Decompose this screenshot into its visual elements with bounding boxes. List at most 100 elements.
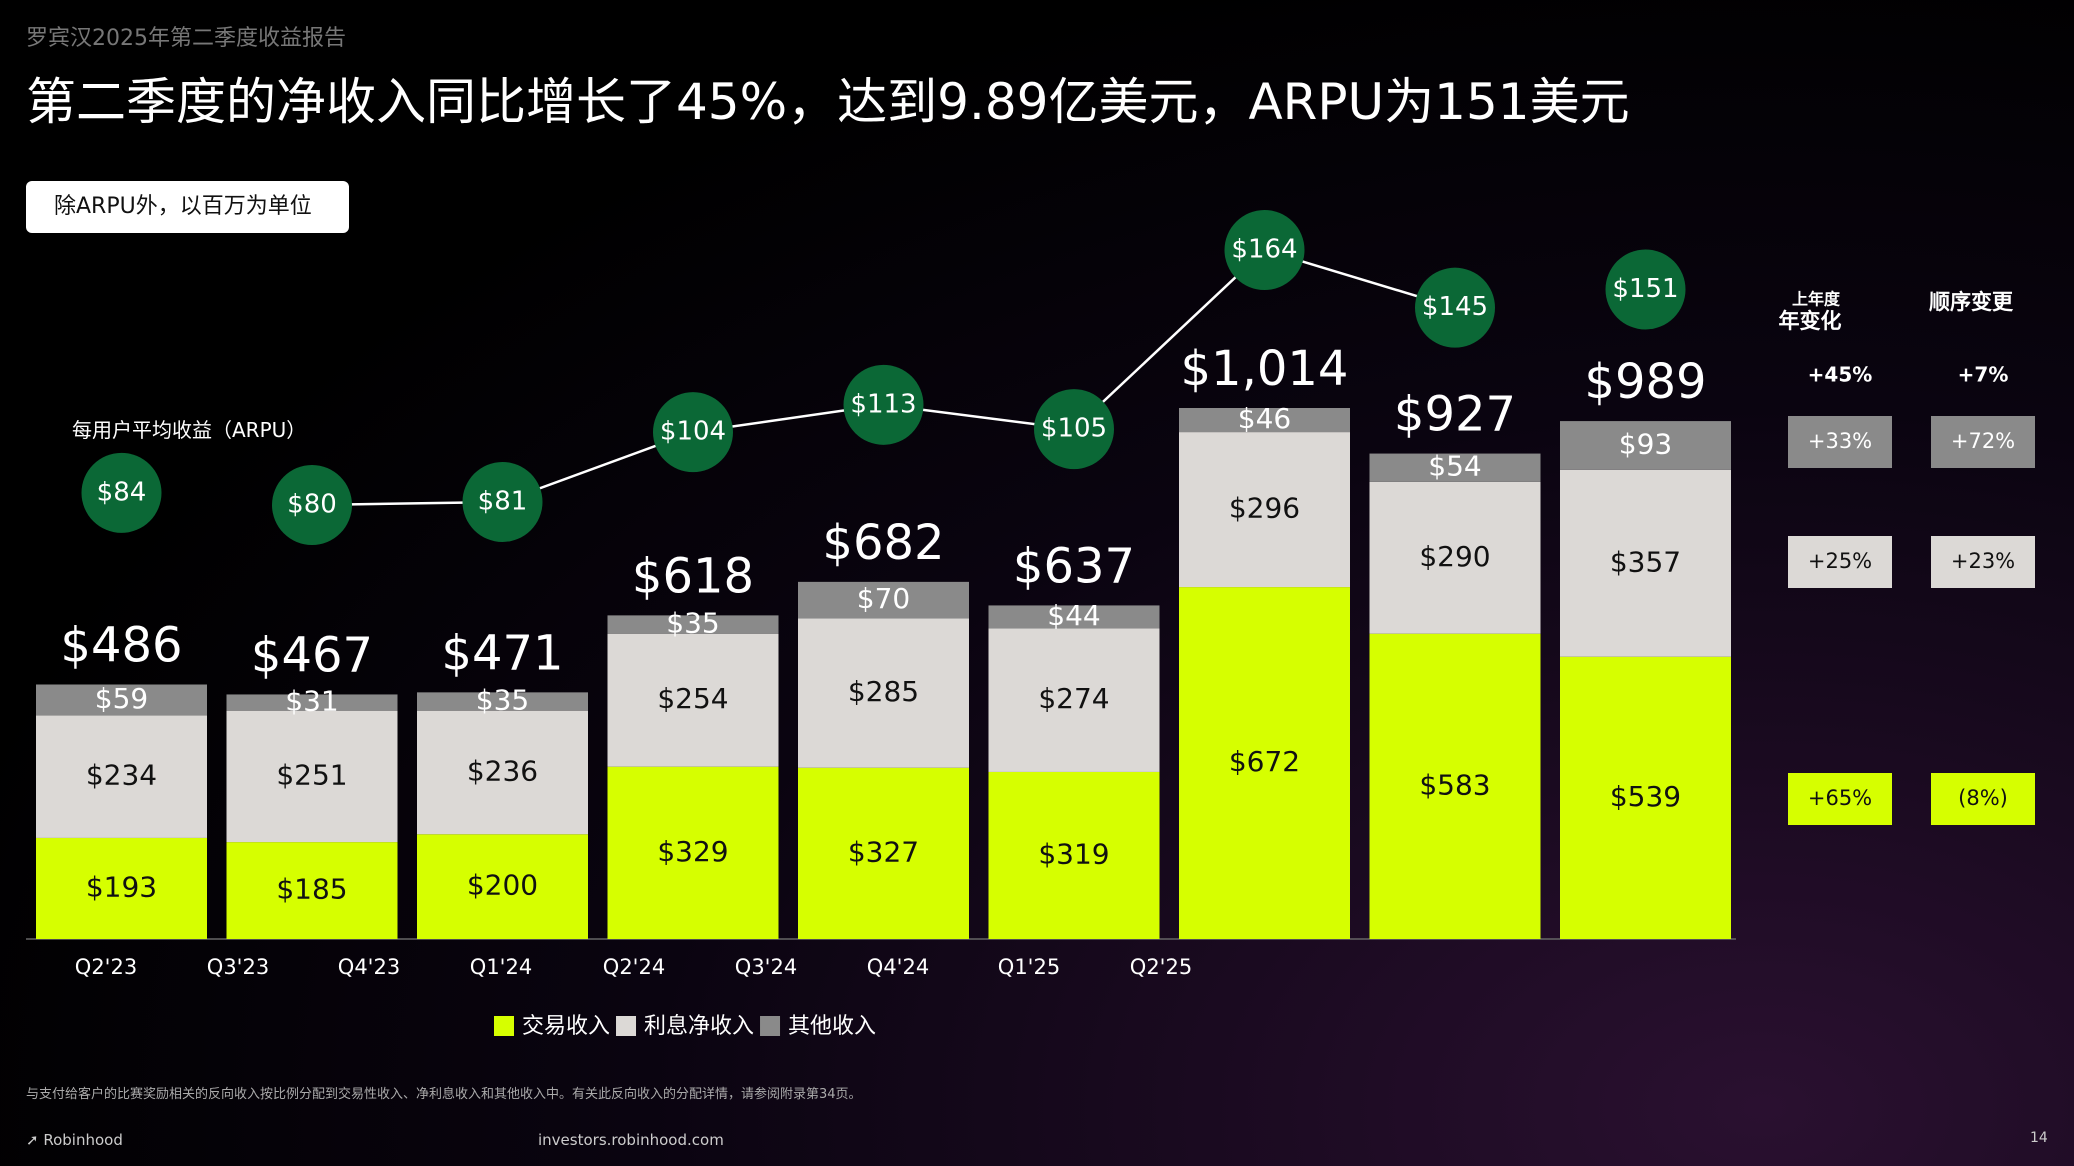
bar-segment xyxy=(417,710,588,835)
segment-label: $70 xyxy=(857,582,910,615)
segment-label: $357 xyxy=(1610,545,1681,578)
total-label: $927 xyxy=(1394,387,1516,443)
bar-segment xyxy=(988,628,1160,772)
arpu-bubble xyxy=(653,392,733,473)
arpu-bubble xyxy=(1415,267,1495,348)
arpu-label: $145 xyxy=(1422,292,1488,322)
total-label: $989 xyxy=(1584,354,1706,410)
bar-segment xyxy=(607,615,779,634)
segment-label: $583 xyxy=(1419,768,1490,801)
bar-segment xyxy=(226,694,398,711)
comparison-value: +25% xyxy=(1808,549,1872,573)
bar-segment xyxy=(1179,432,1350,588)
arpu-bubble xyxy=(462,461,543,542)
segment-label: $35 xyxy=(666,607,719,640)
bar-segment xyxy=(36,715,207,838)
x-tick-label: Q4'24 xyxy=(867,955,929,979)
segment-label: $54 xyxy=(1428,450,1481,483)
total-label: $1,014 xyxy=(1181,341,1349,397)
comparison-header: 上年度 xyxy=(1792,290,1841,309)
bar-segment xyxy=(1179,408,1350,433)
comparison-box xyxy=(1931,773,2035,825)
segment-label: $290 xyxy=(1419,540,1490,573)
x-tick-label: Q1'24 xyxy=(470,955,532,979)
arpu-bubble xyxy=(272,465,352,545)
segment-label: $285 xyxy=(848,675,919,708)
comparison-box xyxy=(1931,416,2035,468)
arpu-bubble xyxy=(1224,210,1305,290)
segment-label: $35 xyxy=(476,684,529,717)
bar-segment xyxy=(1369,633,1541,939)
comparison-value: +23% xyxy=(1951,549,2015,573)
legend-label: 交易收入 xyxy=(522,1014,610,1039)
footnote: 与支付给客户的比赛奖励相关的反向收入按比例分配到交易性收入、净利息收入和其他收入… xyxy=(26,1087,862,1102)
segment-label: $93 xyxy=(1619,427,1672,460)
comparison-box xyxy=(1788,416,1892,468)
arpu-label: $105 xyxy=(1041,414,1107,444)
bar-segment xyxy=(226,842,398,939)
legend-swatch xyxy=(760,1016,781,1036)
segment-label: $254 xyxy=(657,682,728,715)
arpu-label: $81 xyxy=(478,486,528,516)
segment-label: $185 xyxy=(276,873,347,906)
bar-segment xyxy=(607,766,779,939)
arpu-label: $113 xyxy=(850,389,916,419)
page-number: 14 xyxy=(2030,1130,2048,1146)
segment-label: $193 xyxy=(86,870,157,903)
bar-segment xyxy=(988,771,1160,939)
bar-segment xyxy=(1560,421,1731,470)
segment-label: $672 xyxy=(1229,745,1300,778)
bar-segment xyxy=(1560,469,1731,657)
bar-segment xyxy=(36,684,207,716)
x-tick-label: Q1'25 xyxy=(998,955,1060,979)
url: investors.robinhood.com xyxy=(538,1131,724,1149)
arpu-bubble xyxy=(843,364,924,445)
segment-label: $44 xyxy=(1047,599,1100,632)
comparison-value: +33% xyxy=(1808,429,1872,453)
segment-label: $46 xyxy=(1238,402,1291,435)
bar-segment xyxy=(36,837,207,939)
total-label: $467 xyxy=(251,627,373,683)
legend-label: 其他收入 xyxy=(788,1014,876,1039)
segment-label: $200 xyxy=(467,869,538,902)
x-tick-label: Q2'24 xyxy=(603,955,665,979)
segment-label: $539 xyxy=(1610,780,1681,813)
x-tick-label: Q3'23 xyxy=(207,955,269,979)
arpu-title: 每用户平均收益（ARPU） xyxy=(72,418,307,442)
segment-label: $236 xyxy=(467,754,538,787)
bar-segment xyxy=(417,692,588,711)
brand-name: Robinhood xyxy=(43,1131,123,1149)
bar-segment xyxy=(607,633,779,767)
legend-swatch xyxy=(616,1016,637,1036)
segment-label: $274 xyxy=(1038,682,1109,715)
comparison-value: (8%) xyxy=(1958,786,2008,810)
bar-segment xyxy=(1179,587,1350,939)
bar-segment xyxy=(1369,481,1541,634)
arpu-bubble xyxy=(81,452,162,533)
arpu-label: $80 xyxy=(287,490,337,520)
x-tick-label: Q3'24 xyxy=(735,955,797,979)
segment-label: $59 xyxy=(95,682,148,715)
segment-label: $327 xyxy=(848,835,919,868)
arpu-label: $151 xyxy=(1612,274,1678,304)
arpu-bubble xyxy=(1605,249,1686,330)
total-label: $637 xyxy=(1013,538,1135,594)
x-tick-label: Q2'25 xyxy=(1130,955,1192,979)
arpu-label: $104 xyxy=(660,417,726,447)
comparison-box xyxy=(1788,536,1892,588)
comparison-header: 顺序变更 xyxy=(1929,290,2014,314)
comparison-box xyxy=(1788,773,1892,825)
segment-label: $251 xyxy=(276,758,347,791)
bar-segment xyxy=(1369,453,1541,482)
comparison-value: +45% xyxy=(1808,363,1873,387)
segment-label: $319 xyxy=(1038,837,1109,870)
bar-segment xyxy=(988,605,1160,629)
bar-segment xyxy=(798,581,969,619)
comparison-header: 年变化 xyxy=(1779,309,1842,333)
bar-segment xyxy=(226,710,398,843)
x-tick-label: Q4'23 xyxy=(338,955,400,979)
comparison-value: +72% xyxy=(1951,429,2015,453)
segment-label: $296 xyxy=(1229,492,1300,525)
